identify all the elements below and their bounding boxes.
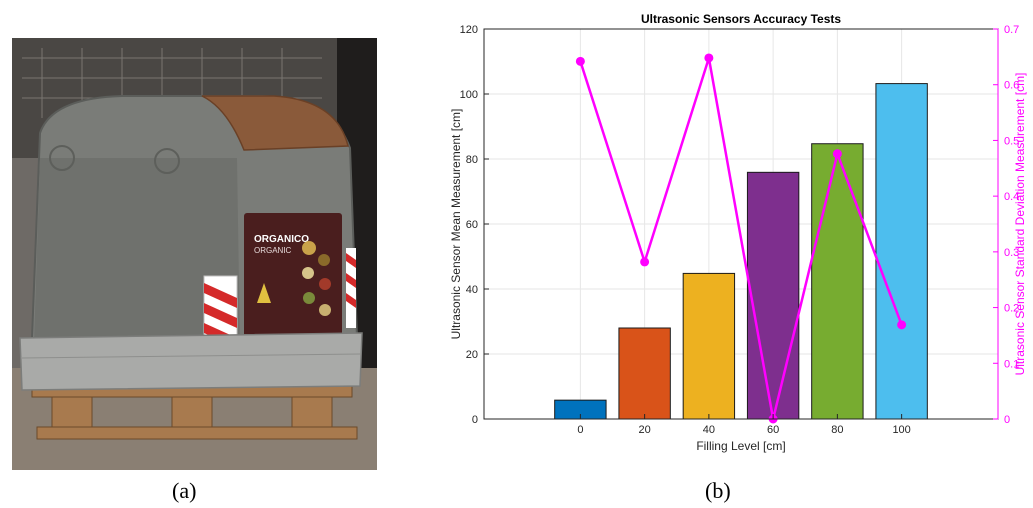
brand-logo-icon [257, 283, 271, 303]
caption-b: (b) [705, 478, 731, 503]
bar [682, 272, 736, 420]
y-axis-right-label: Ultrasonic Sensor Standard Deviation Mea… [1013, 73, 1027, 376]
std-dev-line [575, 53, 907, 424]
x-axis-label: Filling Level [cm] [696, 439, 785, 453]
bars [554, 83, 928, 420]
chart-title: Ultrasonic Sensors Accuracy Tests [641, 12, 841, 26]
y-tick-label: 120 [460, 24, 478, 36]
y-right-tick-label: 0.1 [1004, 358, 1019, 370]
y-axis-ticks: 0 20 40 60 80 100 120 [460, 24, 489, 426]
bar [875, 83, 928, 420]
bar [746, 171, 800, 420]
y-tick-label: 0 [472, 414, 478, 426]
x-axis-ticks: 0 20 40 60 80 100 [577, 414, 911, 436]
x-tick-label: 20 [639, 424, 651, 436]
x-tick-label: 80 [831, 424, 843, 436]
container-photo: ORGANICO ORGANIC NON CONFERIRE SFUSO [12, 38, 377, 470]
panel-title: ORGANICO [254, 234, 309, 245]
x-tick-label: 40 [703, 424, 715, 436]
x-tick-label: 100 [892, 424, 910, 436]
std-dev-point [575, 56, 585, 66]
y-tick-label: 100 [460, 89, 478, 101]
y-axis-label: Ultrasonic Sensor Mean Measurement [cm] [449, 109, 463, 340]
y-tick-label: 40 [466, 284, 478, 296]
y-right-tick-label: 0.2 [1004, 303, 1019, 315]
y-tick-label: 60 [466, 219, 478, 231]
y-axis-right-ticks: 0 0.1 0.2 0.3 0.4 0.5 0.6 0.7 [993, 24, 1019, 426]
y-right-tick-label: 0 [1004, 414, 1010, 426]
y-right-tick-label: 0.3 [1004, 247, 1019, 259]
x-tick-label: 60 [767, 424, 779, 436]
caption-a: (a) [172, 478, 197, 503]
x-tick-label: 0 [577, 424, 583, 436]
std-dev-polyline [579, 57, 903, 420]
y-tick-label: 80 [466, 154, 478, 166]
y-tick-label: 20 [466, 349, 478, 361]
std-dev-point [704, 53, 714, 63]
std-dev-point [640, 257, 650, 267]
bar [618, 327, 671, 420]
y-right-tick-label: 0.7 [1004, 24, 1019, 36]
std-dev-point [897, 320, 907, 330]
y-right-tick-label: 0.4 [1004, 191, 1019, 203]
bar [811, 143, 864, 420]
y-right-tick-label: 0.5 [1004, 135, 1019, 147]
panel-subtitle: ORGANIC [254, 246, 292, 255]
y-right-tick-label: 0.6 [1004, 80, 1019, 92]
std-dev-point [832, 149, 842, 159]
